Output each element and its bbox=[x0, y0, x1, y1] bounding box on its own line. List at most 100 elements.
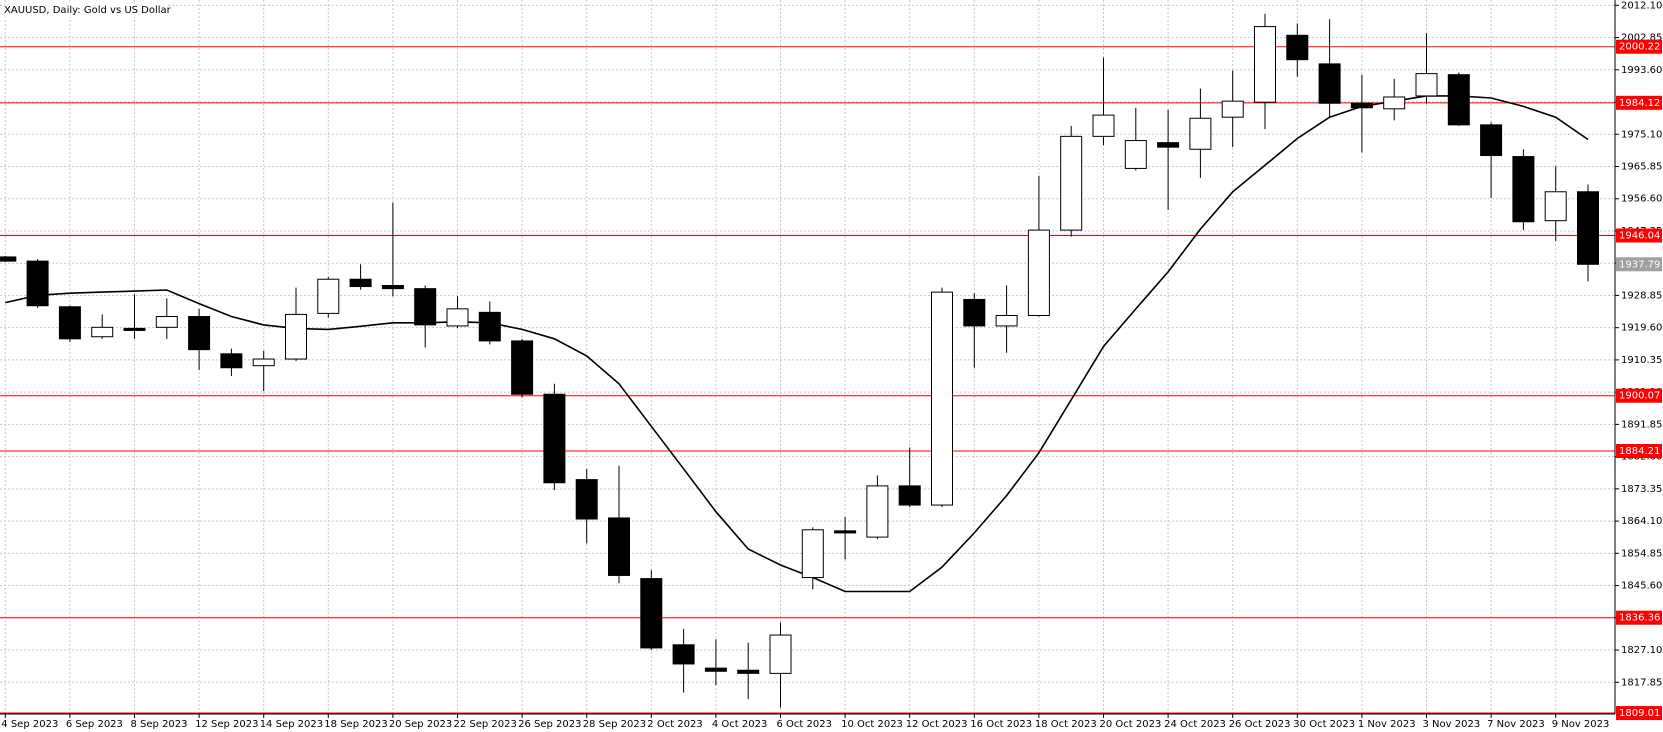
y-tick-label: 1928.85 bbox=[1621, 290, 1662, 301]
candle-body bbox=[123, 327, 146, 331]
candle-body bbox=[414, 288, 437, 326]
x-tick-label: 8 Sep 2023 bbox=[131, 719, 188, 730]
candle-body bbox=[1577, 191, 1599, 265]
candle-body bbox=[1124, 140, 1147, 169]
x-tick-label: 1 Nov 2023 bbox=[1358, 719, 1416, 730]
x-tick-label: 16 Oct 2023 bbox=[970, 719, 1032, 730]
candle-body bbox=[381, 285, 404, 290]
candle-body bbox=[446, 308, 469, 327]
x-tick-label: 26 Sep 2023 bbox=[518, 719, 581, 730]
candle-body bbox=[1447, 74, 1470, 126]
level-label-box bbox=[1616, 39, 1662, 54]
candle-body bbox=[220, 353, 243, 369]
candle-body bbox=[1415, 73, 1438, 97]
y-tick-label: 1873.35 bbox=[1621, 484, 1662, 495]
y-tick-label: 1817.85 bbox=[1621, 677, 1662, 688]
candle-body bbox=[1286, 34, 1309, 61]
level-label: 1946.04 bbox=[1619, 231, 1660, 242]
y-tick-label: 1965.85 bbox=[1621, 162, 1662, 173]
candle-body bbox=[963, 298, 986, 327]
x-tick-label: 20 Sep 2023 bbox=[389, 719, 452, 730]
candle-body bbox=[1092, 114, 1115, 137]
candle-body bbox=[704, 667, 727, 672]
y-tick-label: 1975.10 bbox=[1621, 129, 1662, 140]
candle-body bbox=[1383, 96, 1406, 110]
candle-body bbox=[1350, 102, 1373, 109]
level-label-box bbox=[1616, 610, 1662, 625]
candle-body bbox=[1254, 26, 1276, 103]
candle-body bbox=[834, 530, 857, 534]
candle-body bbox=[769, 634, 792, 674]
y-tick-label: 1864.10 bbox=[1621, 516, 1662, 527]
y-tick-label: 1956.60 bbox=[1621, 194, 1662, 205]
candle-body bbox=[801, 529, 824, 579]
x-tick-label: 2 Oct 2023 bbox=[647, 719, 702, 730]
candle-body bbox=[575, 479, 598, 520]
level-label-box bbox=[1616, 95, 1662, 110]
x-tick-label: 3 Nov 2023 bbox=[1423, 719, 1481, 730]
candle-body bbox=[478, 311, 501, 342]
level-label: 1836.36 bbox=[1619, 613, 1660, 624]
candle-body bbox=[1060, 135, 1083, 231]
x-tick-label: 26 Oct 2023 bbox=[1229, 719, 1291, 730]
candle-body bbox=[866, 485, 889, 538]
x-tick-label: 22 Sep 2023 bbox=[454, 719, 517, 730]
x-tick-label: 28 Sep 2023 bbox=[583, 719, 646, 730]
candle-body bbox=[737, 669, 760, 674]
y-tick-label: 1891.85 bbox=[1621, 419, 1662, 430]
candle-body bbox=[58, 306, 81, 340]
candle-body bbox=[155, 316, 178, 328]
candle-body bbox=[1157, 142, 1180, 148]
candle-body bbox=[26, 260, 49, 307]
y-tick-label: 1919.60 bbox=[1621, 323, 1662, 334]
x-tick-label: 6 Sep 2023 bbox=[66, 719, 123, 730]
y-tick-label: 1827.10 bbox=[1621, 645, 1662, 656]
candle-body bbox=[317, 278, 340, 314]
last-price-label: 1937.79 bbox=[1619, 259, 1660, 270]
y-tick-label: 1910.35 bbox=[1621, 355, 1662, 366]
candle-body bbox=[91, 326, 114, 338]
x-tick-label: 30 Oct 2023 bbox=[1293, 719, 1355, 730]
y-tick-label: 2002.85 bbox=[1621, 33, 1662, 44]
candle-body bbox=[931, 291, 953, 506]
candle-body bbox=[0, 256, 17, 262]
x-tick-label: 18 Sep 2023 bbox=[324, 719, 387, 730]
candle-body bbox=[995, 314, 1018, 327]
moving-average-line bbox=[5, 95, 1589, 593]
candle-body bbox=[188, 316, 211, 351]
level-label-box bbox=[1616, 388, 1662, 403]
x-tick-label: 14 Sep 2023 bbox=[260, 719, 323, 730]
candle-body bbox=[252, 358, 275, 367]
level-label: 1809.01 bbox=[1619, 708, 1660, 719]
x-tick-label: 12 Sep 2023 bbox=[195, 719, 258, 730]
candle-body bbox=[543, 393, 566, 484]
level-label: 2000.22 bbox=[1619, 42, 1660, 53]
candle-body bbox=[1221, 100, 1244, 118]
candle-body bbox=[1544, 191, 1567, 222]
level-label-box bbox=[1616, 228, 1662, 243]
candle-body bbox=[1027, 229, 1050, 316]
candle-body bbox=[1512, 156, 1535, 223]
candle-body bbox=[1189, 117, 1212, 150]
candle-body bbox=[1318, 63, 1341, 104]
x-tick-label: 12 Oct 2023 bbox=[906, 719, 968, 730]
chart-title: XAUUSD, Daily: Gold vs US Dollar bbox=[4, 5, 172, 16]
candle-body bbox=[349, 278, 372, 288]
candle-body bbox=[672, 644, 695, 665]
x-tick-label: 18 Oct 2023 bbox=[1035, 719, 1097, 730]
title-background bbox=[2, 3, 168, 17]
x-tick-label: 24 Oct 2023 bbox=[1164, 719, 1226, 730]
level-label: 1884.21 bbox=[1619, 446, 1660, 457]
candle-body bbox=[608, 517, 630, 576]
candle-body bbox=[640, 578, 663, 649]
candle-body bbox=[285, 313, 307, 360]
last-price-box bbox=[1616, 257, 1662, 272]
y-tick-label: 1845.60 bbox=[1621, 581, 1662, 592]
y-tick-label: 2012.10 bbox=[1621, 0, 1662, 11]
candle-body bbox=[511, 340, 534, 395]
x-tick-label: 7 Nov 2023 bbox=[1487, 719, 1545, 730]
level-label: 1984.12 bbox=[1619, 98, 1660, 109]
x-tick-label: 4 Sep 2023 bbox=[1, 719, 58, 730]
